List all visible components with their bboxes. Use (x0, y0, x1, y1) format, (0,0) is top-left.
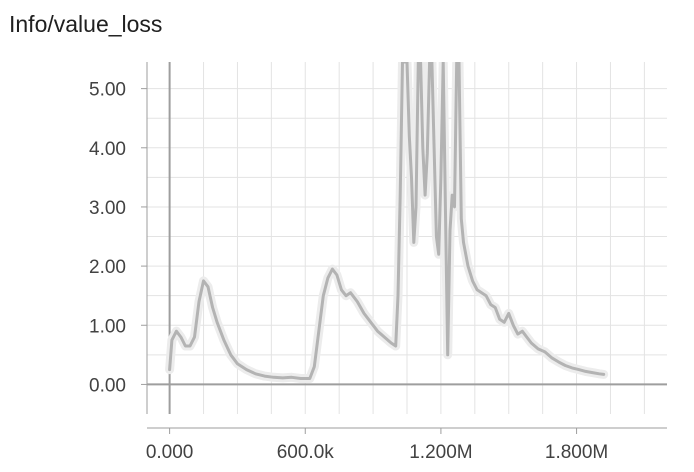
series-lines (168, 62, 606, 380)
y-tick-label: 0.00 (89, 375, 126, 396)
chart-title: Info/value_loss (9, 11, 163, 37)
y-tick-label: 4.00 (89, 139, 126, 160)
y-tick-label: 1.00 (89, 316, 126, 337)
x-tick-label: 600.0k (277, 442, 335, 463)
raw-series-band (165, 62, 609, 383)
x-tick-label: 0.000 (146, 442, 194, 463)
tick-labels: 0.00 1.00 2.00 3.00 4.00 5.00 0.000 600.0k 1.200… (89, 80, 608, 463)
y-tick-label: 3.00 (89, 198, 126, 219)
y-tick-label: 2.00 (89, 257, 126, 278)
x-tick-label: 1.800M (545, 442, 608, 463)
raw-series-line (165, 62, 609, 383)
smoothed-series-line (168, 62, 606, 380)
x-tick-label: 1.200M (409, 442, 472, 463)
y-tick-label: 5.00 (89, 80, 126, 101)
